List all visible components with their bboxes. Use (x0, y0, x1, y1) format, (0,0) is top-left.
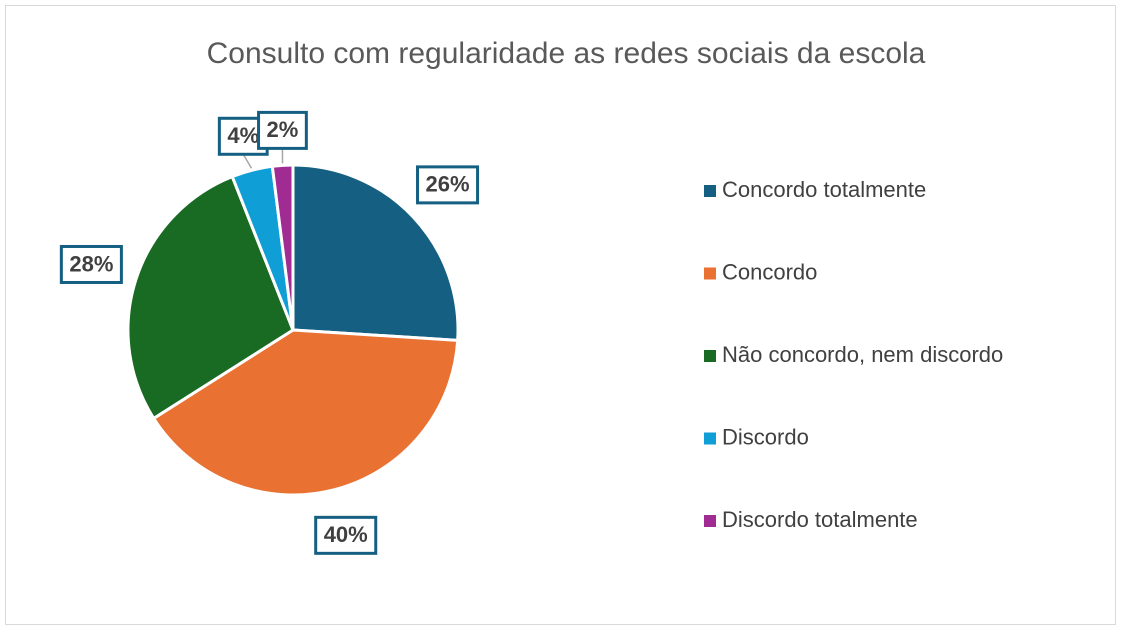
legend-swatch (704, 185, 716, 197)
data-label: 28% (69, 251, 113, 276)
data-label: 4% (227, 123, 259, 148)
legend-label: Não concordo, nem discordo (722, 342, 1003, 367)
chart-title: Consulto com regularidade as redes socia… (207, 37, 926, 70)
legend-swatch (704, 433, 716, 445)
legend-label: Concordo totalmente (722, 177, 926, 202)
data-label: 2% (267, 117, 299, 142)
legend-swatch (704, 515, 716, 527)
legend-label: Discordo totalmente (722, 507, 918, 532)
legend-swatch (704, 350, 716, 362)
legend-label: Discordo (722, 424, 809, 449)
legend-label: Concordo (722, 259, 817, 284)
legend-swatch (704, 268, 716, 280)
data-label: 26% (426, 172, 470, 197)
data-label: 40% (324, 522, 368, 547)
